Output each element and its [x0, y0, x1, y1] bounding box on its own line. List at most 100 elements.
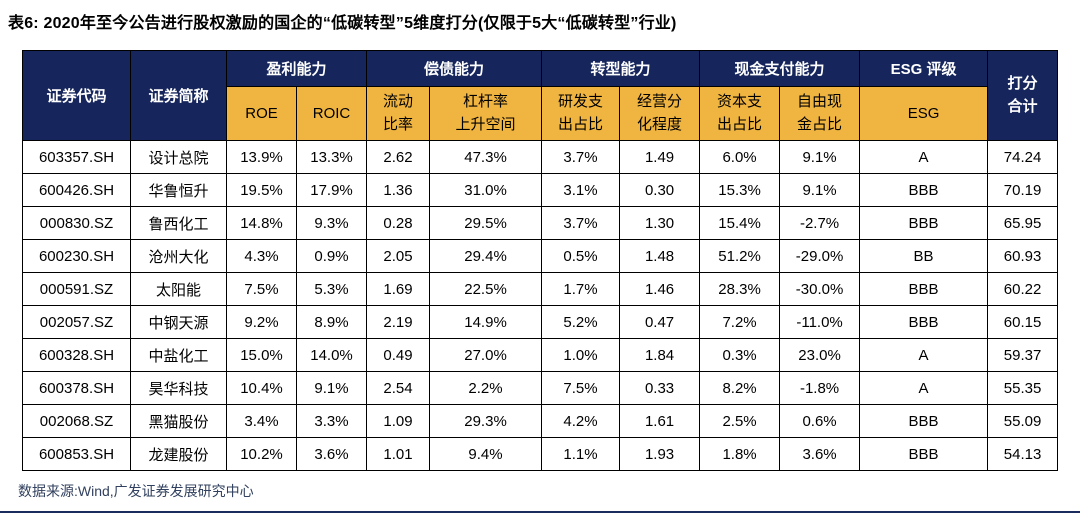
cell-esg-rating: A — [859, 371, 989, 405]
cell-rd-ratio: 3.1% — [541, 173, 621, 207]
header-current-ratio-line2: 比率 — [383, 115, 414, 133]
cell-roe: 3.4% — [226, 404, 297, 438]
cell-current-ratio: 2.54 — [366, 371, 431, 405]
cell-rd-ratio: 4.2% — [541, 404, 621, 438]
header-divergence-line2: 化程度 — [637, 115, 683, 133]
header-rd-expense-ratio: 研发支 出占比 — [541, 86, 621, 141]
cell-roe: 4.3% — [226, 239, 297, 273]
header-leverage-line1: 杠杆率 — [463, 93, 509, 110]
cell-roic: 9.3% — [295, 206, 368, 240]
cell-fcf-ratio: 0.6% — [779, 404, 861, 438]
header-group-profitability: 盈利能力 — [225, 50, 368, 87]
cell-total-score: 65.95 — [987, 206, 1059, 240]
cell-total-score: 60.15 — [987, 305, 1059, 339]
cell-code: 600378.SH — [22, 371, 131, 405]
header-roic: ROIC — [295, 86, 368, 141]
table-row: 002068.SZ 黑猫股份 3.4% 3.3% 1.09 29.3% 4.2%… — [22, 404, 1059, 438]
table-row: 002057.SZ 中钢天源 9.2% 8.9% 2.19 14.9% 5.2%… — [22, 305, 1059, 339]
cell-leverage-headroom: 22.5% — [429, 272, 543, 306]
header-group-esg-rating: ESG 评级 — [859, 50, 989, 87]
header-sub-row: ROE ROIC 流动 比率 杠杆率 上升空间 研发支 出占比 经营分 化程度 … — [23, 86, 1058, 141]
cell-op-divergence: 0.30 — [619, 173, 701, 207]
header-group-row: 证券代码 证券简称 盈利能力 偿债能力 转型能力 现金支付能力 ESG 评级 打… — [22, 50, 1059, 141]
cell-name: 太阳能 — [130, 272, 227, 306]
header-fcf-ratio: 自由现 金占比 — [779, 86, 861, 141]
cell-current-ratio: 1.36 — [366, 173, 431, 207]
cell-esg-rating: BBB — [859, 173, 989, 207]
cell-rd-ratio: 3.7% — [541, 140, 621, 174]
header-leverage-line2: 上升空间 — [455, 115, 516, 133]
header-fcf-line1: 自由现 — [797, 93, 843, 110]
cell-op-divergence: 0.47 — [619, 305, 701, 339]
cell-op-divergence: 1.30 — [619, 206, 701, 240]
cell-roic: 14.0% — [295, 338, 368, 372]
cell-fcf-ratio: 9.1% — [779, 173, 861, 207]
cell-leverage-headroom: 29.4% — [429, 239, 543, 273]
cell-total-score: 55.35 — [987, 371, 1059, 405]
cell-esg-rating: A — [859, 140, 989, 174]
cell-fcf-ratio: -11.0% — [779, 305, 861, 339]
cell-current-ratio: 1.69 — [366, 272, 431, 306]
cell-roe: 9.2% — [226, 305, 297, 339]
cell-op-divergence: 1.61 — [619, 404, 701, 438]
cell-esg-rating: BB — [859, 239, 989, 273]
cell-leverage-headroom: 2.2% — [429, 371, 543, 405]
cell-roic: 8.9% — [295, 305, 368, 339]
cell-name: 龙建股份 — [130, 437, 227, 471]
cell-current-ratio: 2.19 — [366, 305, 431, 339]
cell-name: 中钢天源 — [130, 305, 227, 339]
table-row: 603357.SH 设计总院 13.9% 13.3% 2.62 47.3% 3.… — [22, 140, 1059, 174]
cell-leverage-headroom: 47.3% — [429, 140, 543, 174]
cell-esg-rating: BBB — [859, 404, 989, 438]
cell-esg-rating: BBB — [859, 272, 989, 306]
cell-op-divergence: 1.49 — [619, 140, 701, 174]
cell-rd-ratio: 1.7% — [541, 272, 621, 306]
cell-rd-ratio: 1.1% — [541, 437, 621, 471]
header-group-solvency: 偿债能力 — [366, 50, 543, 87]
cell-total-score: 59.37 — [987, 338, 1059, 372]
cell-name: 昊华科技 — [130, 371, 227, 405]
header-group-cash-payment: 现金支付能力 — [699, 50, 861, 87]
cell-esg-rating: BBB — [859, 206, 989, 240]
header-rd-line2: 出占比 — [558, 115, 604, 133]
cell-code: 002068.SZ — [22, 404, 131, 438]
cell-code: 002057.SZ — [22, 305, 131, 339]
cell-name: 设计总院 — [130, 140, 227, 174]
cell-roe: 14.8% — [226, 206, 297, 240]
table-row: 600328.SH 中盐化工 15.0% 14.0% 0.49 27.0% 1.… — [22, 338, 1059, 372]
cell-capex-ratio: 15.4% — [699, 206, 781, 240]
cell-roe: 13.9% — [226, 140, 297, 174]
cell-code: 600426.SH — [22, 173, 131, 207]
header-fcf-line2: 金占比 — [797, 115, 843, 133]
table-row: 600230.SH 沧州大化 4.3% 0.9% 2.05 29.4% 0.5%… — [22, 239, 1059, 273]
cell-roic: 9.1% — [295, 371, 368, 405]
header-esg: ESG — [859, 86, 989, 141]
cell-capex-ratio: 8.2% — [699, 371, 781, 405]
cell-leverage-headroom: 14.9% — [429, 305, 543, 339]
cell-op-divergence: 1.46 — [619, 272, 701, 306]
score-table: 证券代码 证券简称 盈利能力 偿债能力 转型能力 现金支付能力 ESG 评级 打… — [22, 50, 1059, 471]
cell-leverage-headroom: 29.5% — [429, 206, 543, 240]
header-operation-divergence: 经营分 化程度 — [619, 86, 701, 141]
cell-total-score: 74.24 — [987, 140, 1059, 174]
cell-op-divergence: 0.33 — [619, 371, 701, 405]
header-leverage-headroom: 杠杆率 上升空间 — [429, 86, 543, 141]
header-roe: ROE — [226, 86, 297, 141]
cell-code: 000830.SZ — [22, 206, 131, 240]
cell-capex-ratio: 28.3% — [699, 272, 781, 306]
header-capex-line1: 资本支 — [717, 93, 763, 110]
cell-roe: 19.5% — [226, 173, 297, 207]
cell-name: 中盐化工 — [130, 338, 227, 372]
cell-code: 603357.SH — [22, 140, 131, 174]
header-current-ratio: 流动 比率 — [366, 86, 431, 141]
cell-leverage-headroom: 31.0% — [429, 173, 543, 207]
header-divergence-line1: 经营分 — [637, 93, 683, 110]
cell-fcf-ratio: -29.0% — [779, 239, 861, 273]
table-row: 000591.SZ 太阳能 7.5% 5.3% 1.69 22.5% 1.7% … — [22, 272, 1059, 306]
cell-op-divergence: 1.48 — [619, 239, 701, 273]
header-group-transition: 转型能力 — [541, 50, 701, 87]
header-capex-line2: 出占比 — [717, 115, 763, 133]
header-total-line2: 合计 — [1007, 97, 1038, 115]
cell-code: 600853.SH — [22, 437, 131, 471]
cell-roic: 17.9% — [295, 173, 368, 207]
